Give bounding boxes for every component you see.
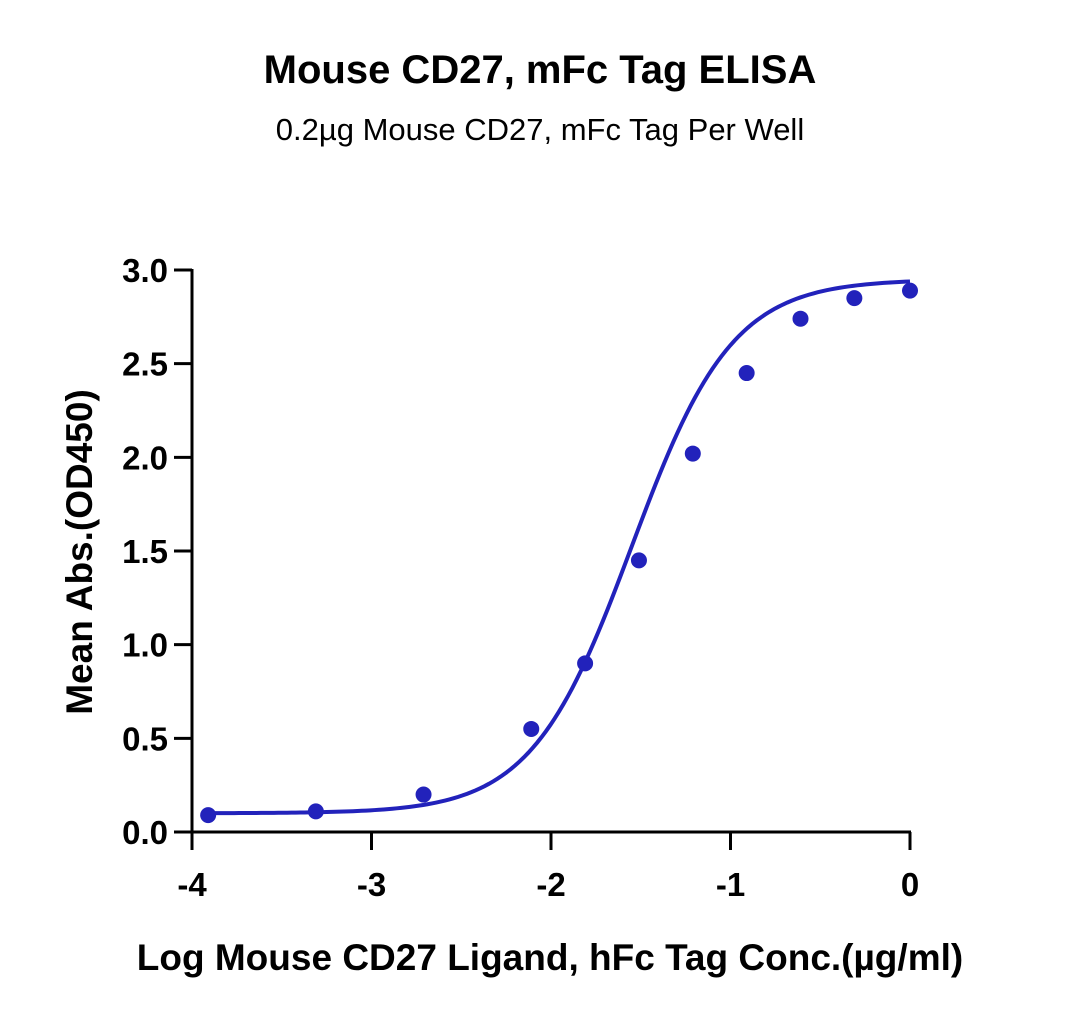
x-tick-label: -4 bbox=[177, 866, 207, 903]
data-point bbox=[846, 290, 863, 307]
chart-subtitle: 0.2µg Mouse CD27, mFc Tag Per Well bbox=[275, 112, 805, 147]
data-point bbox=[523, 720, 540, 737]
y-tick-label: 0.5 bbox=[122, 720, 168, 757]
data-point bbox=[307, 803, 324, 820]
x-tick-label: -3 bbox=[357, 866, 386, 903]
y-tick-label: 2.5 bbox=[122, 346, 168, 383]
y-tick-label: 1.0 bbox=[122, 627, 168, 664]
y-tick-label: 1.5 bbox=[122, 533, 168, 570]
y-tick-label: 3.0 bbox=[122, 252, 168, 289]
data-point bbox=[630, 552, 647, 569]
data-points-layer bbox=[200, 282, 918, 824]
y-tick-label: 0.0 bbox=[122, 814, 168, 851]
y-axis-label: Mean Abs.(OD450) bbox=[59, 389, 100, 715]
x-tick-label: -1 bbox=[716, 866, 745, 903]
x-tick-label: 0 bbox=[901, 866, 919, 903]
data-point bbox=[415, 786, 432, 803]
fit-curve-layer bbox=[208, 279, 911, 816]
data-point bbox=[200, 807, 217, 824]
data-point bbox=[577, 655, 594, 672]
x-tick-label: -2 bbox=[536, 866, 565, 903]
x-axis-label: Log Mouse CD27 Ligand, hFc Tag Conc.(µg/… bbox=[137, 937, 963, 978]
y-tick-label: 2.0 bbox=[122, 439, 168, 476]
data-point bbox=[792, 310, 809, 327]
data-point bbox=[738, 365, 755, 382]
chart-title: Mouse CD27, mFc Tag ELISA bbox=[263, 48, 817, 92]
fit-curve bbox=[208, 279, 911, 816]
data-point bbox=[902, 282, 918, 299]
data-point bbox=[684, 445, 701, 462]
axes: 0.0 0.5 1.0 1.5 2.0 2.5 3.0 -4 -3 -2 -1 0 bbox=[122, 252, 919, 903]
